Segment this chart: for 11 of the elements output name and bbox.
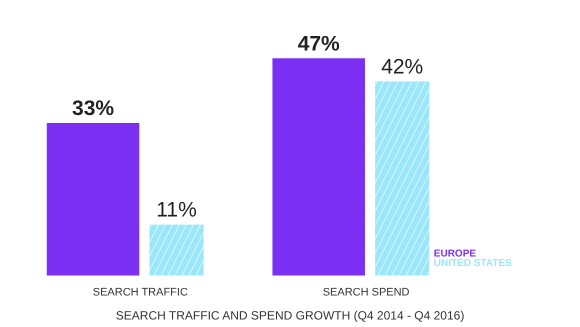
data-label: 11%	[156, 198, 197, 222]
data-label: 33%	[72, 96, 114, 120]
data-label: 47%	[298, 32, 340, 56]
series-label: UNITED STATES	[434, 258, 512, 270]
bar	[272, 58, 365, 276]
text: EUROPE	[434, 248, 476, 260]
data-label: 42%	[381, 55, 424, 78]
x-tick-label: SEARCH TRAFFIC	[92, 286, 188, 298]
bar	[46, 122, 140, 276]
text: SEARCH TRAFFIC AND SPEND GROWTH (Q4 2014 - Q4 2016)	[116, 308, 464, 322]
x-tick-label: SEARCH SPEND	[322, 286, 410, 298]
